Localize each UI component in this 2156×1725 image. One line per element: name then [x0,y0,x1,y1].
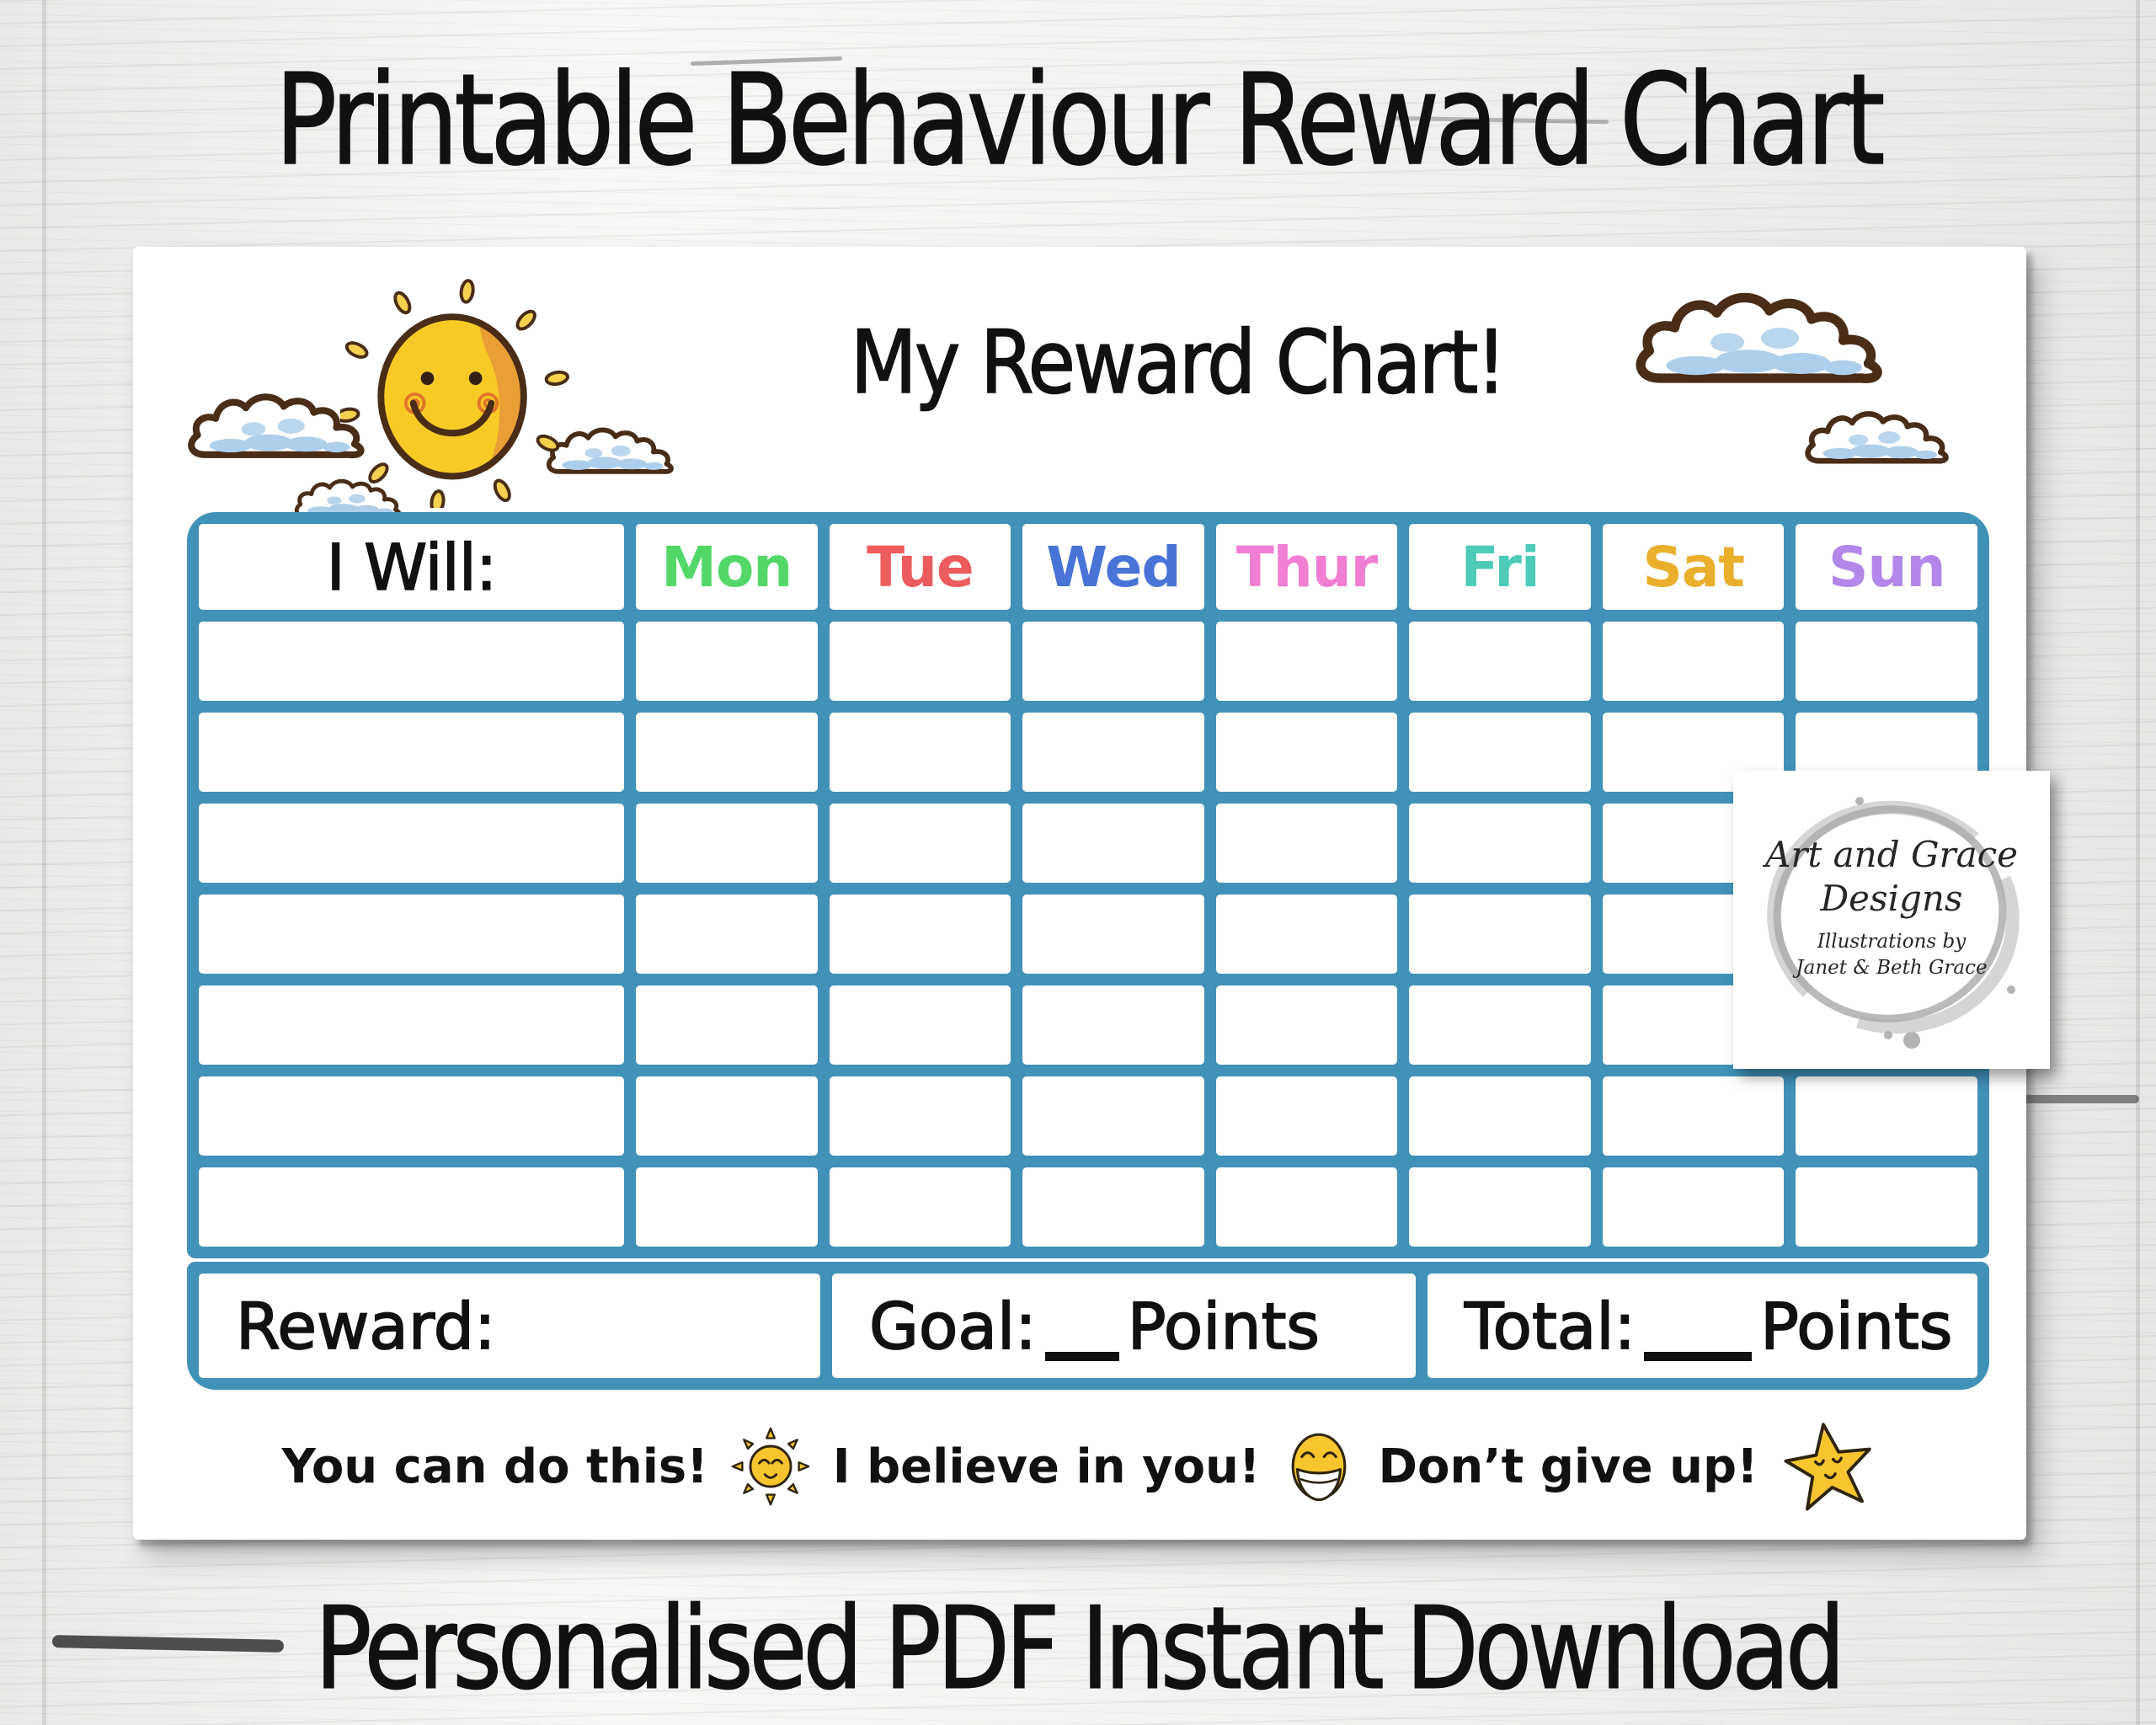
encouragement-text: I believe in you! [832,1439,1261,1494]
encouragement-text: Don’t give up! [1378,1439,1758,1494]
i-will-header: I Will: [199,524,624,610]
day-cell [1215,985,1398,1065]
task-cell [199,1167,624,1247]
day-cell [1022,895,1204,974]
day-cell [1022,1076,1204,1156]
cloud-doodle-icon [1614,286,1900,387]
task-cell [199,895,624,974]
day-header-sun: Sun [1796,524,1977,610]
cloud-doodle-icon [1787,407,1964,466]
task-cell [199,622,624,701]
day-header-fri: Fri [1409,524,1591,610]
watermark-brand-line1: Art and Grace [1764,834,2018,875]
day-cell [1022,622,1204,701]
wood-seam [42,0,46,1725]
day-cell [1602,1076,1785,1156]
day-cell [1215,713,1398,792]
day-cell [636,713,818,792]
day-header-wed: Wed [1022,524,1204,610]
encouragement-text: You can do this! [281,1439,708,1494]
day-cell [1602,1167,1785,1247]
wood-seam [2136,0,2140,1725]
goal-label: Goal: [868,1288,1037,1365]
brush-circle-icon [1767,797,2020,1049]
cloud-doodle-icon [184,388,366,461]
day-cell [1409,985,1591,1065]
total-cell: Total: Points [1428,1274,1977,1378]
wood-streak [1929,1095,2139,1103]
task-cell [199,1076,624,1156]
sun-icon [731,1427,810,1506]
watermark-brand-line2: Designs [1820,878,1963,919]
day-cell [1796,622,1977,701]
day-cell [1409,1076,1591,1156]
grinning-face-icon [1292,1433,1347,1502]
day-cell [1215,1076,1398,1156]
total-points-suffix: Points [1759,1288,1953,1365]
goal-points-suffix: Points [1127,1288,1321,1365]
day-cell [829,622,1011,701]
total-label: Total: [1464,1288,1636,1365]
total-points-blank [1644,1342,1753,1361]
chart-title: My Reward Chart! [850,312,1508,414]
task-cell [199,985,624,1065]
watermark-card: Art and Grace Designs Illustrations by J… [1733,771,2050,1069]
day-cell [636,804,818,883]
goal-points-blank [1044,1342,1119,1361]
day-cell [636,985,818,1065]
day-cell [829,804,1011,883]
sun-doodle-icon [340,279,569,508]
day-cell [1602,622,1785,701]
day-cell [1409,713,1591,792]
day-cell [1022,713,1204,792]
day-cell [829,895,1011,974]
reward-cell: Reward: [199,1274,820,1378]
day-cell [1409,895,1591,974]
day-header-tue: Tue [829,524,1011,610]
day-cell [1022,804,1204,883]
reward-table: I Will: Mon Tue Wed Thur Fri Sat Sun [187,512,1989,1258]
day-cell [829,1167,1011,1247]
reward-table-footer: Reward: Goal: Points Total: Points [187,1262,1989,1390]
day-cell [1796,1167,1977,1247]
task-cell [199,804,624,883]
day-cell [829,713,1011,792]
goal-cell: Goal: Points [832,1274,1416,1378]
day-cell [829,1076,1011,1156]
day-cell [829,985,1011,1065]
watermark-byline1: Illustrations by [1817,931,1967,953]
day-cell [636,1076,818,1156]
day-cell [636,622,818,701]
day-header-thur: Thur [1215,524,1398,610]
day-cell [1022,985,1204,1065]
day-cell [1022,1167,1204,1247]
star-icon [1783,1423,1871,1511]
day-header-mon: Mon [636,524,818,610]
day-cell [1409,1167,1591,1247]
day-cell [1215,895,1398,974]
day-cell [1409,804,1591,883]
watermark-byline2: Janet & Beth Grace [1796,957,1988,979]
day-cell [1796,1076,1977,1156]
day-header-sat: Sat [1602,524,1785,610]
day-cell [636,895,818,974]
bottom-caption: Personalised PDF Instant Download [314,1583,1846,1716]
reward-label: Reward: [235,1288,496,1365]
task-cell [199,713,624,792]
day-cell [1215,804,1398,883]
encouragement-row: You can do this! I believe in you! [133,1416,2026,1517]
day-cell [1409,622,1591,701]
day-cell [636,1167,818,1247]
reward-chart-card: My Reward Chart! I Will: Mon Tue Wed Thur Fr… [133,247,2026,1540]
day-cell [1215,1167,1398,1247]
day-cell [1215,622,1398,701]
page-title: Printable Behaviour Reward Chart [275,46,1886,194]
